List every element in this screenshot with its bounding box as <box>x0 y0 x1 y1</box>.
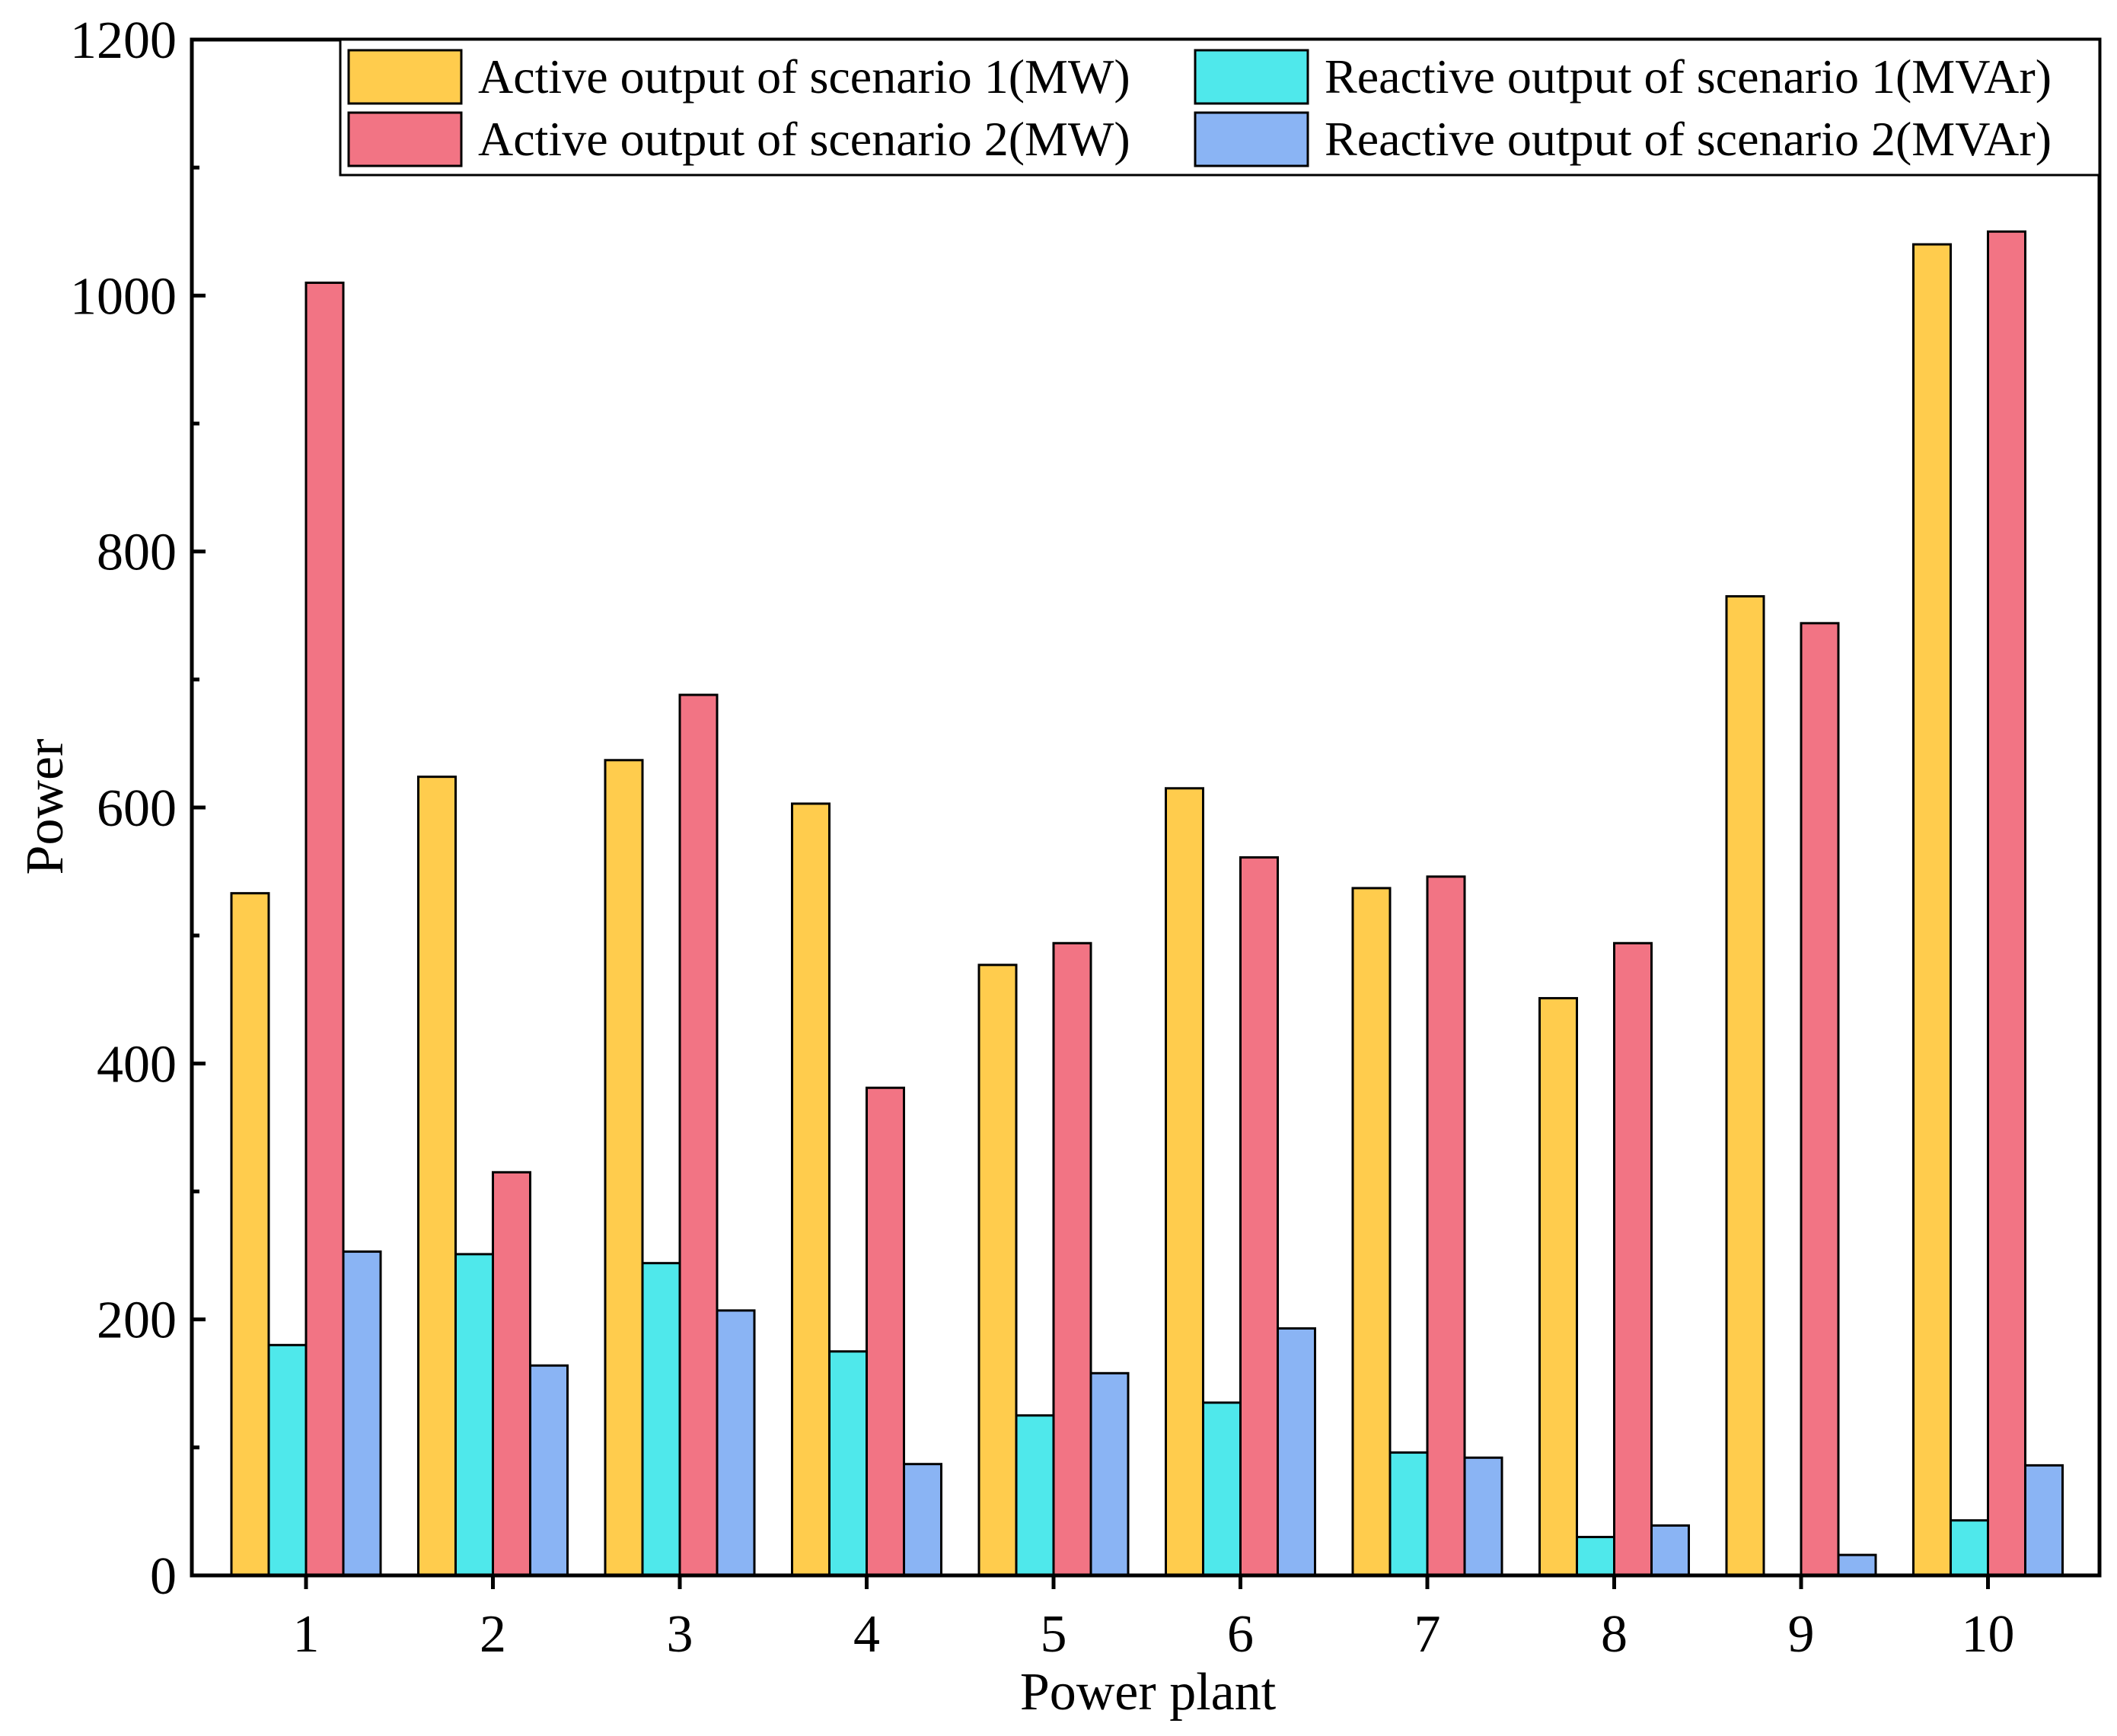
bar-series-4-plant-9 <box>1837 1553 1877 1577</box>
x-tick-label: 2 <box>480 1605 506 1664</box>
bar-series-4-plant-3 <box>716 1309 756 1577</box>
bar-series-4-plant-1 <box>342 1250 382 1577</box>
bar-series-3-plant-9 <box>1800 622 1840 1577</box>
x-tick-label: 9 <box>1788 1605 1815 1664</box>
bar-series-3-plant-4 <box>866 1086 905 1577</box>
bar-series-4-plant-6 <box>1277 1327 1316 1577</box>
bar-series-4-plant-5 <box>1089 1371 1130 1577</box>
legend-label-4: Reactive output of scenario 2(MVAr) <box>1325 112 2052 166</box>
x-tick-label: 4 <box>853 1605 880 1664</box>
x-tick-label: 1 <box>293 1605 320 1664</box>
bar-series-3-plant-6 <box>1239 856 1279 1577</box>
bar-series-4-plant-7 <box>1463 1456 1503 1577</box>
legend-swatch-4 <box>1194 111 1309 167</box>
x-tick-label: 8 <box>1601 1605 1628 1664</box>
bar-series-1-plant-7 <box>1351 887 1392 1577</box>
y-tick-label: 0 <box>150 1547 177 1606</box>
bar-series-2-plant-7 <box>1388 1451 1429 1577</box>
legend-swatch-3 <box>347 111 463 167</box>
bar-series-1-plant-8 <box>1538 997 1578 1577</box>
y-tick-label: 600 <box>97 779 177 838</box>
bar-series-1-plant-9 <box>1725 595 1765 1577</box>
y-tick-label: 800 <box>97 524 177 582</box>
bar-series-4-plant-2 <box>529 1364 569 1577</box>
bar-series-3-plant-10 <box>1987 230 2026 1577</box>
bars-layer <box>230 230 2064 1577</box>
bar-series-4-plant-4 <box>903 1463 942 1577</box>
legend-swatch-1 <box>347 49 463 105</box>
bar-series-3-plant-3 <box>678 693 719 1577</box>
legend-label-3: Active output of scenario 2(MW) <box>478 112 1130 166</box>
x-tick-label: 10 <box>1962 1605 2015 1664</box>
bar-series-3-plant-2 <box>492 1171 531 1577</box>
bar-series-1-plant-6 <box>1165 787 1204 1577</box>
bar-series-2-plant-6 <box>1202 1401 1242 1577</box>
legend-label-2: Reactive output of scenario 1(MVAr) <box>1325 49 2052 104</box>
bar-series-4-plant-10 <box>2024 1464 2064 1577</box>
bar-series-2-plant-4 <box>828 1350 868 1577</box>
bar-series-1-plant-2 <box>417 776 457 1577</box>
bar-series-3-plant-5 <box>1052 941 1092 1577</box>
y-tick-label: 400 <box>97 1035 177 1094</box>
bar-series-2-plant-10 <box>1950 1519 1989 1577</box>
bar-series-1-plant-4 <box>791 802 831 1577</box>
bar-series-1-plant-3 <box>604 759 644 1577</box>
x-tick-label: 7 <box>1414 1605 1441 1664</box>
bar-series-2-plant-3 <box>641 1262 681 1577</box>
x-tick-label: 5 <box>1041 1605 1067 1664</box>
legend-swatch-2 <box>1194 49 1309 105</box>
bar-series-4-plant-8 <box>1650 1524 1690 1577</box>
x-tick-label: 6 <box>1227 1605 1254 1664</box>
x-axis-title: Power plant <box>1020 1663 1277 1722</box>
y-tick-label: 200 <box>97 1292 177 1350</box>
bar-series-3-plant-1 <box>304 282 345 1577</box>
y-axis-title: Power <box>16 739 75 875</box>
bar-series-2-plant-5 <box>1015 1414 1055 1577</box>
bar-series-1-plant-10 <box>1912 243 1952 1577</box>
bar-series-3-plant-7 <box>1426 875 1466 1577</box>
bar-series-2-plant-1 <box>267 1343 308 1577</box>
legend: Active output of scenario 1(MW) Reactive … <box>339 38 2101 177</box>
x-tick-label: 3 <box>667 1605 693 1664</box>
legend-label-1: Active output of scenario 1(MW) <box>478 49 1130 104</box>
y-tick-label: 1000 <box>70 267 177 326</box>
bar-series-2-plant-8 <box>1576 1536 1615 1577</box>
y-tick-label: 1200 <box>70 11 177 70</box>
bar-series-3-plant-8 <box>1613 941 1653 1577</box>
bar-series-1-plant-1 <box>230 892 270 1577</box>
bar-series-1-plant-5 <box>977 964 1018 1577</box>
bar-series-2-plant-2 <box>454 1253 494 1577</box>
